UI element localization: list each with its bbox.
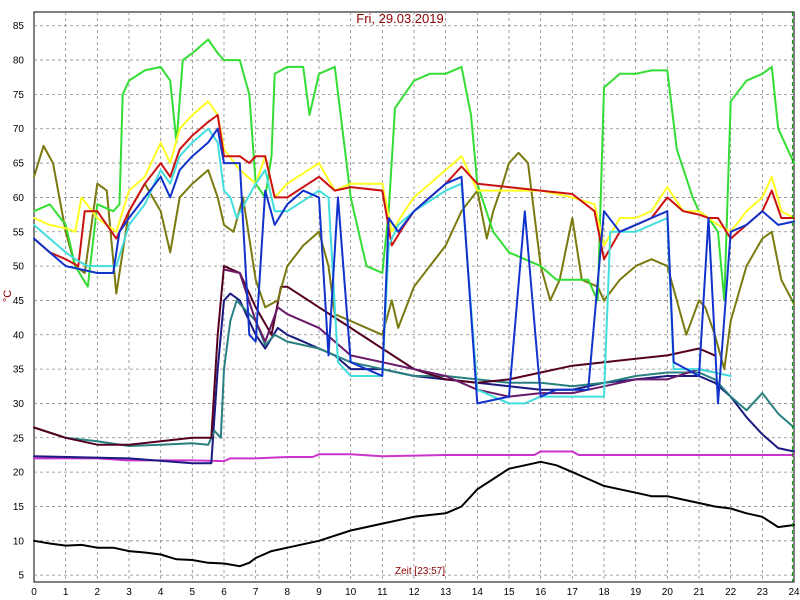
- x-tick-label: 9: [316, 587, 322, 598]
- x-tick-label: 19: [630, 587, 642, 598]
- x-tick-label: 22: [725, 587, 737, 598]
- y-tick-label: 85: [13, 21, 25, 32]
- series-line-2: [33, 450, 795, 463]
- x-tick-label: 8: [285, 587, 291, 598]
- series-line-12: [33, 127, 795, 405]
- x-tick-label: 10: [345, 587, 357, 598]
- x-axis-label: Zeit [23:57]: [395, 566, 445, 577]
- series-line-4: [33, 299, 795, 447]
- y-tick-label: 20: [13, 468, 25, 479]
- y-tick-label: 5: [18, 571, 24, 582]
- series-line-5: [33, 265, 716, 446]
- x-tick-label: 21: [693, 587, 705, 598]
- y-tick-label: 15: [13, 502, 25, 513]
- series-line-1: [33, 460, 795, 568]
- x-tick-label: 4: [158, 587, 164, 598]
- series-line-11: [33, 127, 732, 405]
- series-line-8: [33, 38, 795, 302]
- y-tick-labels: 5 10 15 20 25 30 35 40 45 50 55 60 65 70 75 80 85: [13, 21, 25, 581]
- y-tick-label: 70: [13, 124, 25, 135]
- y-tick-label: 35: [13, 365, 25, 376]
- x-tick-label: 16: [535, 587, 547, 598]
- y-tick-label: 10: [13, 536, 25, 547]
- x-tick-label: 18: [598, 587, 610, 598]
- x-tick-label: 15: [503, 587, 515, 598]
- grid: [34, 12, 794, 582]
- series-line-7: [33, 144, 795, 371]
- series-line-6: [223, 268, 716, 398]
- x-tick-label: 1: [63, 587, 69, 598]
- x-tick-label: 14: [472, 587, 484, 598]
- x-tick-label: 11: [377, 587, 388, 598]
- x-tick-label: 12: [408, 587, 420, 598]
- x-tick-label: 13: [440, 587, 452, 598]
- x-tick-label: 0: [31, 587, 37, 598]
- y-axis-label: °C: [2, 290, 14, 302]
- x-tick-label: 23: [757, 587, 769, 598]
- x-tick-label: 7: [253, 587, 259, 598]
- y-tick-label: 40: [13, 330, 25, 341]
- series-line-10: [33, 114, 795, 268]
- x-tick-labels: 0 1 2 3 4 5 6 7 8 9 10 11 12 13 14 15 16 17 18 19 20 21 22 23 24: [31, 587, 800, 598]
- y-tick-label: 60: [13, 193, 25, 204]
- x-tick-label: 24: [788, 587, 800, 598]
- y-tick-label: 65: [13, 159, 25, 170]
- x-tick-label: 6: [221, 587, 227, 598]
- series-line-9: [33, 100, 795, 247]
- y-tick-label: 55: [13, 227, 25, 238]
- y-tick-label: 30: [13, 399, 25, 410]
- x-tick-label: 17: [567, 587, 579, 598]
- series-group: [33, 38, 795, 568]
- x-tick-label: 20: [662, 587, 674, 598]
- y-tick-label: 75: [13, 90, 25, 101]
- x-tick-label: 5: [190, 587, 196, 598]
- x-tick-label: 3: [126, 587, 132, 598]
- y-tick-label: 45: [13, 296, 25, 307]
- y-tick-label: 50: [13, 262, 25, 273]
- chart-title: Fri, 29.03.2019: [356, 11, 443, 26]
- x-tick-label: 2: [95, 587, 101, 598]
- y-tick-label: 80: [13, 56, 25, 67]
- y-tick-label: 25: [13, 433, 25, 444]
